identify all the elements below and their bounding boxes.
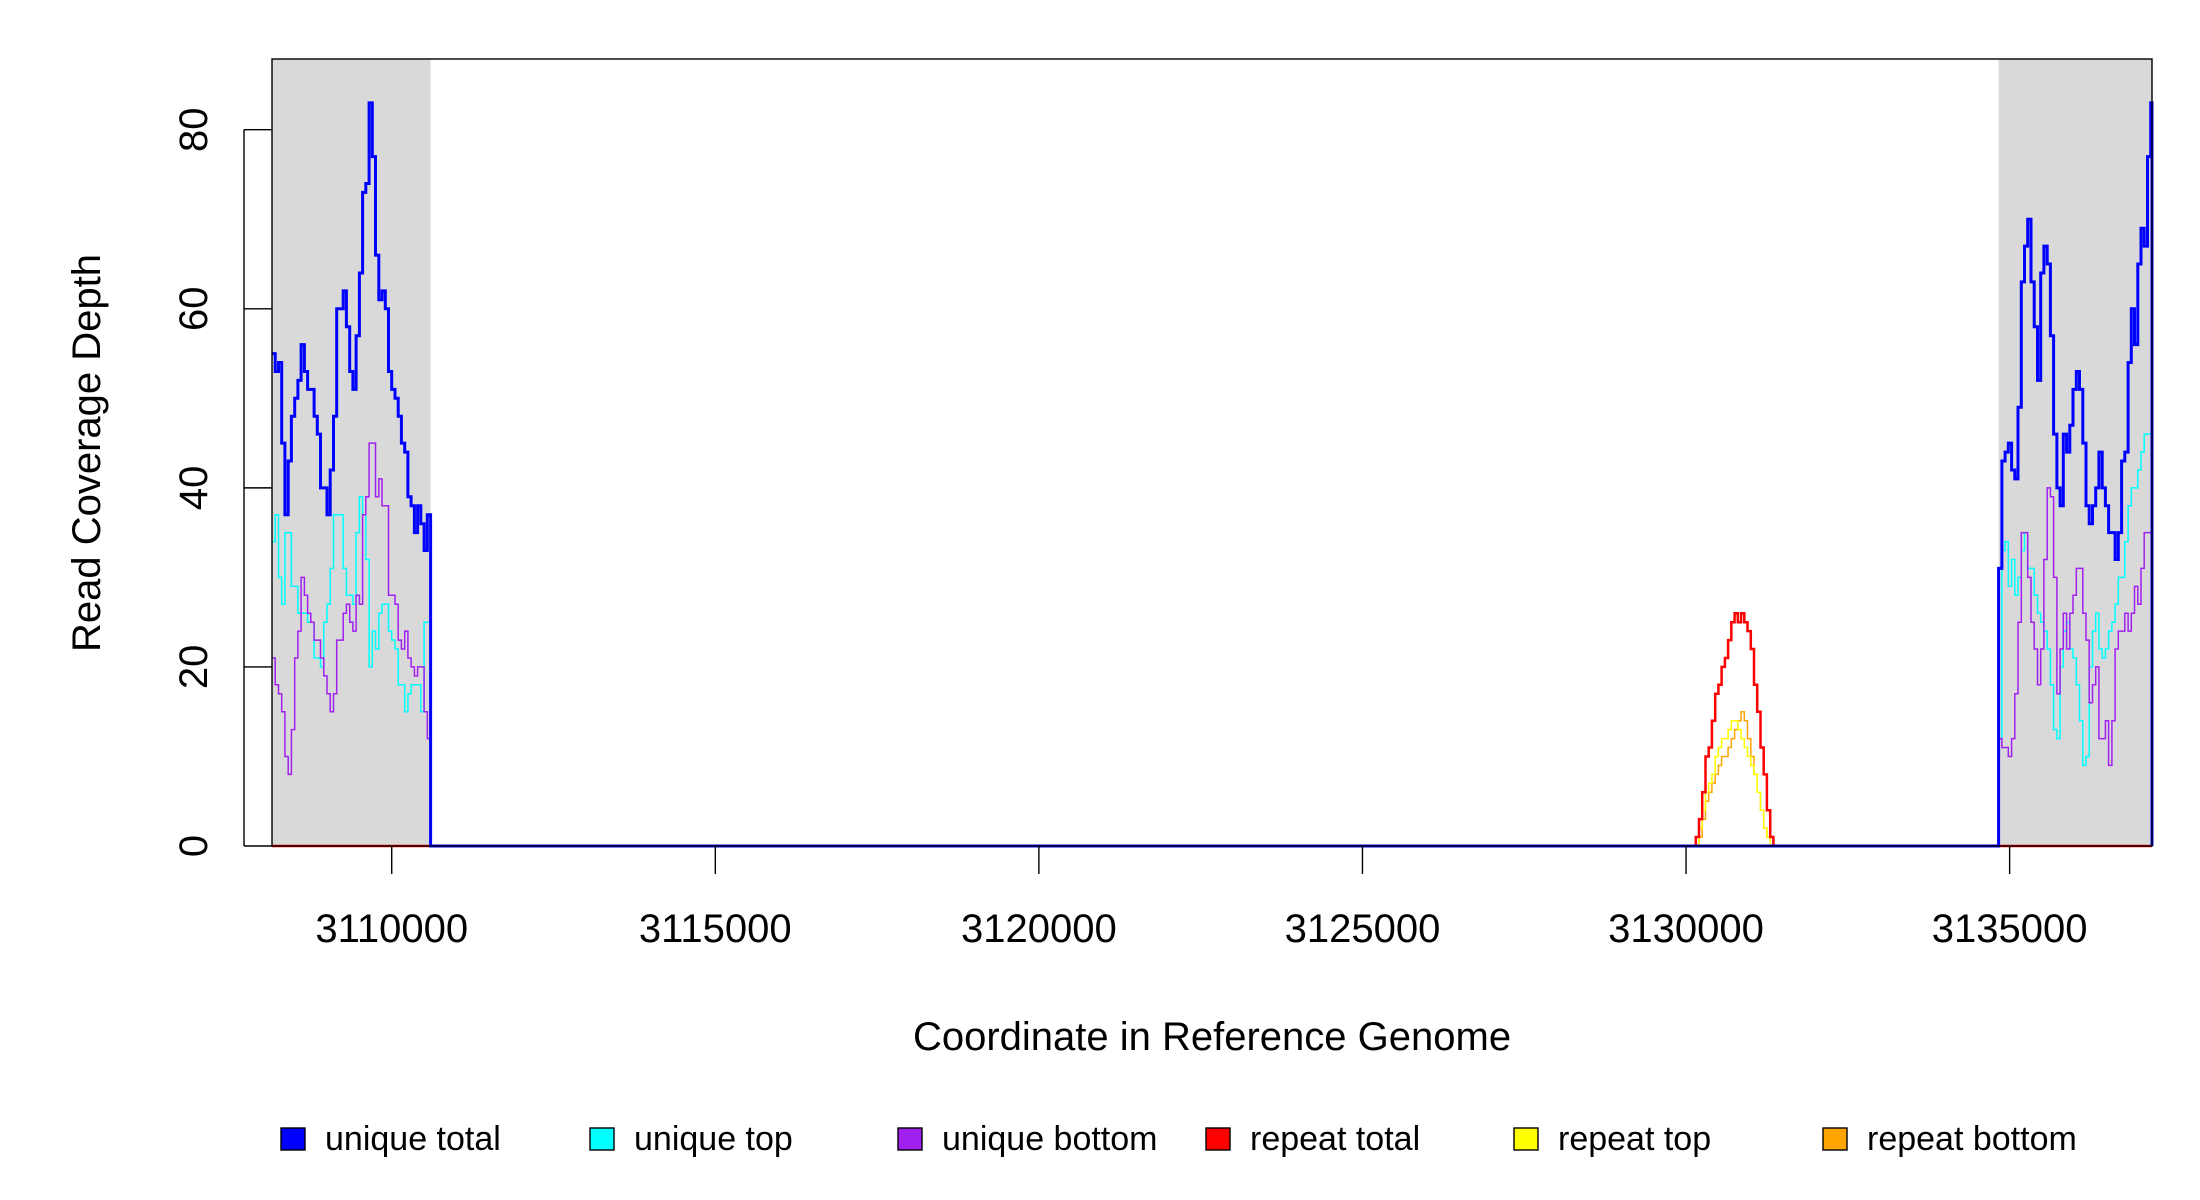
- legend-swatch: [897, 1127, 923, 1151]
- legend-item: unique bottom: [897, 1120, 1158, 1158]
- plot-frame: [271, 58, 2153, 847]
- x-axis-label: Coordinate in Reference Genome: [913, 1015, 1511, 1059]
- legend: unique total unique top unique bottom repea…: [280, 1120, 2077, 1158]
- x-tick-label: 3115000: [639, 907, 792, 951]
- legend-item: repeat total: [1205, 1120, 1420, 1158]
- x-tick-label: 3120000: [961, 907, 1117, 951]
- legend-swatch: [1513, 1127, 1539, 1151]
- legend-label: repeat total: [1250, 1120, 1420, 1158]
- x-tick-label: 3130000: [1608, 907, 1764, 951]
- legend-label: unique bottom: [942, 1120, 1158, 1158]
- series-repeat-total: [272, 611, 2152, 848]
- series-lines: [272, 101, 2154, 848]
- legend-swatch: [589, 1127, 615, 1151]
- x-tick-label: 3110000: [315, 907, 468, 951]
- y-axis: 0 20 40 60 80: [172, 107, 272, 857]
- y-tick-label: 60: [172, 287, 216, 332]
- x-tick-label: 3135000: [1932, 907, 2088, 951]
- series-repeat-bottom: [272, 710, 2152, 847]
- legend-item: repeat bottom: [1822, 1120, 2077, 1158]
- x-axis: 3110000 3115000 3120000 3125000 3130000 31350…: [315, 846, 2087, 951]
- legend-label: unique top: [634, 1120, 793, 1158]
- legend-item: unique total: [280, 1120, 501, 1158]
- y-axis-label: Read Coverage Depth: [65, 254, 109, 652]
- legend-item: repeat top: [1513, 1120, 1711, 1158]
- series-unique-total: [272, 101, 2154, 848]
- y-tick-label: 40: [172, 466, 216, 511]
- shaded-regions: [272, 59, 2152, 846]
- legend-label: repeat top: [1558, 1120, 1711, 1158]
- legend-swatch: [280, 1127, 306, 1151]
- legend-label: unique total: [325, 1120, 501, 1158]
- legend-swatch: [1205, 1127, 1231, 1151]
- series-unique-bottom: [272, 442, 2153, 847]
- x-tick-label: 3125000: [1285, 907, 1441, 951]
- legend-label: repeat bottom: [1867, 1120, 2077, 1158]
- y-tick-label: 80: [172, 107, 216, 152]
- legend-item: unique top: [589, 1120, 793, 1158]
- y-tick-label: 0: [172, 835, 216, 857]
- y-tick-label: 20: [172, 645, 216, 690]
- legend-swatch: [1822, 1127, 1848, 1151]
- series-unique-top: [272, 433, 2153, 847]
- series-repeat-top: [272, 719, 2152, 847]
